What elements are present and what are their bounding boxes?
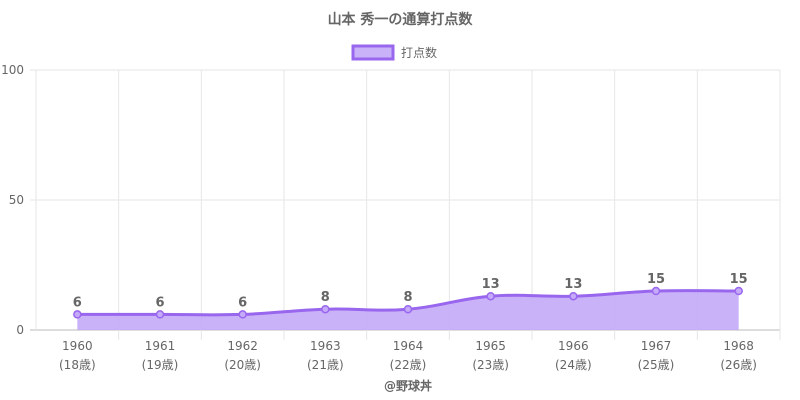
- x-tick-label: 1960: [62, 339, 93, 353]
- x-tick-sublabel: (23歳): [472, 358, 509, 372]
- data-label: 8: [321, 290, 330, 305]
- data-labels: 6 6 6 8 8 13 13 15 15: [73, 272, 748, 310]
- data-label: 15: [730, 272, 748, 287]
- legend-swatch: [351, 44, 395, 61]
- x-tick-sublabel: (18歳): [59, 358, 96, 372]
- x-tick-sublabel: (24歳): [555, 358, 592, 372]
- x-tick-sublabel: (21歳): [307, 358, 344, 372]
- y-tick-label: 0: [16, 323, 24, 337]
- data-point: [155, 310, 165, 319]
- x-tick-label: 1965: [475, 339, 506, 353]
- data-label: 15: [647, 272, 665, 287]
- x-tick-sublabel: (25歳): [638, 358, 675, 372]
- x-tick-sublabel: (19歳): [142, 358, 179, 372]
- x-tick-sublabel: (20歳): [224, 358, 261, 372]
- data-label: 6: [238, 295, 247, 310]
- grid: [30, 69, 781, 340]
- data-point: [734, 286, 743, 296]
- y-axis-ticks: 0 50 100: [1, 63, 24, 337]
- legend: 打点数: [351, 44, 437, 61]
- legend-label: 打点数: [401, 45, 437, 60]
- x-tick-label: 1961: [145, 339, 176, 353]
- series-area: [73, 286, 743, 330]
- y-tick-label: 100: [1, 63, 24, 77]
- y-tick-label: 50: [9, 193, 24, 207]
- x-tick-sublabel: (22歳): [390, 358, 427, 372]
- data-point: [73, 310, 82, 319]
- x-axis-ticks: 1960 (18歳) 1961 (19歳) 1962 (20歳) 1963 (21歳) 1964…: [59, 339, 757, 372]
- data-label: 6: [73, 295, 82, 310]
- x-tick-label: 1963: [310, 339, 341, 353]
- data-point: [403, 304, 413, 314]
- x-tick-label: 1962: [227, 339, 258, 353]
- data-point: [321, 304, 330, 314]
- data-label: 8: [403, 290, 412, 305]
- credit-text: @野球丼: [384, 378, 432, 393]
- x-tick-label: 1964: [393, 339, 424, 353]
- data-point: [569, 291, 578, 301]
- chart-title: 山本 秀一の通算打点数: [328, 11, 474, 28]
- data-label: 13: [564, 277, 582, 292]
- x-tick-label: 1967: [641, 339, 672, 353]
- data-point: [486, 291, 495, 301]
- data-label: 13: [482, 277, 500, 292]
- data-point: [238, 310, 247, 319]
- x-tick-label: 1968: [723, 339, 754, 353]
- data-point: [651, 286, 661, 296]
- x-tick-sublabel: (26歳): [720, 358, 757, 372]
- x-tick-label: 1966: [558, 339, 589, 353]
- data-label: 6: [155, 295, 164, 310]
